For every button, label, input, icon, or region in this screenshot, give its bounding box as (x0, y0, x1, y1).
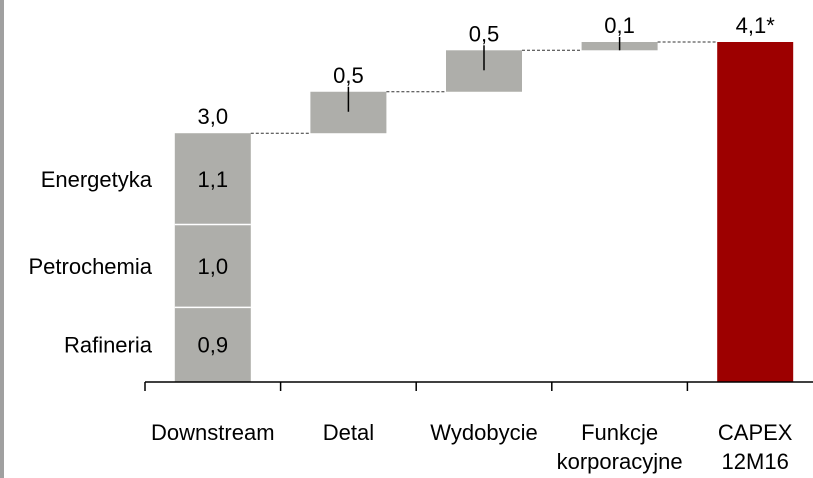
category-label: Detal (323, 420, 374, 445)
bar-segment (174, 133, 251, 225)
segment-value-label: 1,0 (198, 254, 229, 279)
category-label: Wydobycie (430, 420, 537, 445)
bar-value-label: 4,1* (736, 13, 776, 38)
category-label: CAPEX 12M16 (718, 420, 793, 474)
bar-value-label: 0,1 (604, 13, 635, 38)
left-border (0, 0, 4, 478)
labels-layer: 0,9 Rafineria 1,0 Petrochemia 1,1 Energetyka 3… (28, 13, 775, 358)
segment-value-label: 1,1 (198, 167, 229, 192)
bar-segment (174, 224, 251, 308)
bar-value-label: 0,5 (469, 21, 500, 46)
total-bar (717, 42, 794, 382)
segment-value-label: 0,9 (198, 333, 229, 358)
bars-layer (174, 37, 794, 382)
segment-name-label: Energetyka (41, 167, 153, 192)
category-label: Downstream (151, 420, 274, 445)
segment-name-label: Petrochemia (28, 254, 152, 279)
bar-value-label: 3,0 (198, 104, 229, 129)
bar-value-label: 0,5 (333, 63, 364, 88)
segment-name-label: Rafineria (64, 333, 153, 358)
bar-segment (174, 307, 251, 382)
category-label: Funkcje korporacyjne (557, 420, 683, 474)
x-axis: Downstream Detal Wydobycie Funkcje korporacy… (144, 381, 813, 474)
